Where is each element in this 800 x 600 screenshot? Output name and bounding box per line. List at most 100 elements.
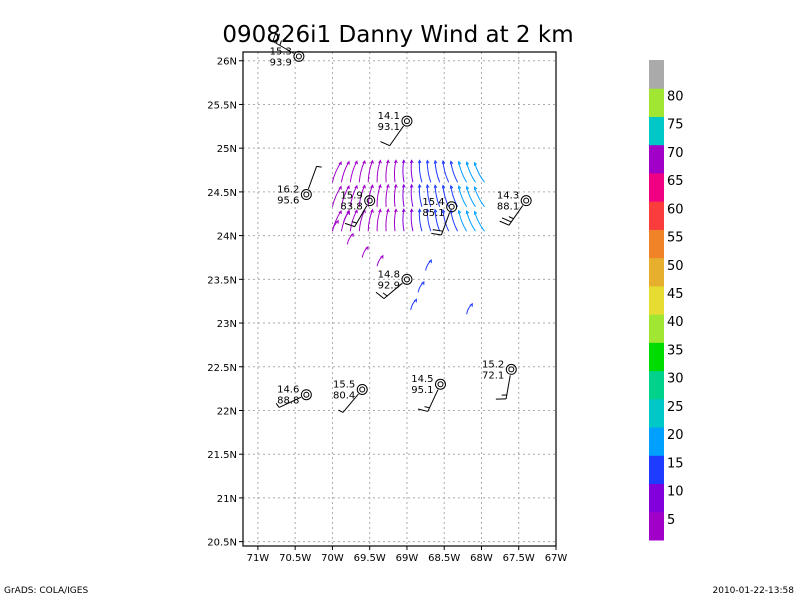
wind-barb-half: [508, 216, 514, 220]
wind-vector: [393, 160, 397, 183]
wind-barb-staff: [354, 205, 368, 227]
wind-vector: [426, 209, 432, 232]
wind-barb-flag: [375, 291, 385, 300]
wind-vector: [425, 259, 432, 271]
colorbar-label: 45: [667, 287, 684, 302]
wind-vector-head: [386, 159, 390, 164]
colorbar-segment: [649, 172, 664, 202]
colorbar-label: 15: [667, 456, 684, 471]
wind-vector-head: [425, 159, 430, 164]
wind-barb-half: [424, 406, 430, 409]
wind-barb-half: [279, 40, 282, 46]
wind-barb-staff: [342, 393, 359, 413]
wind-barb-flag: [431, 232, 442, 236]
y-tick-label: 24N: [217, 232, 237, 243]
station-marker-inner: [437, 381, 444, 388]
station-label-bottom: 88.8: [277, 396, 299, 407]
station: 14.688.8: [275, 385, 312, 408]
station: 14.892.9: [375, 269, 413, 300]
wind-vector-head: [346, 160, 350, 165]
wind-vector-head: [417, 159, 422, 164]
wind-vector-head: [354, 184, 358, 189]
colorbar-segment: [649, 370, 664, 400]
wind-vector-head: [394, 208, 398, 213]
wind-vector-head: [394, 159, 398, 164]
colorbar-label: 70: [667, 146, 684, 161]
wind-vector-head: [433, 159, 438, 164]
x-tick-label: 70W: [321, 553, 344, 564]
wind-vector-head: [465, 210, 470, 215]
colorbar-label: 65: [667, 174, 684, 189]
wind-vector: [358, 209, 366, 232]
wind-vector-head: [433, 208, 438, 213]
y-tick-label: 21.5N: [207, 450, 237, 461]
wind-vector: [393, 184, 397, 207]
plot-frame: [242, 51, 557, 547]
wind-barb-flag: [272, 31, 277, 42]
wind-barb-half: [351, 221, 357, 224]
wind-vector: [442, 209, 450, 232]
wind-vector-head: [457, 185, 462, 190]
station-label-top: 15.2: [482, 359, 504, 370]
wind-barb-staff: [278, 396, 302, 408]
wind-vector: [474, 211, 485, 232]
colorbar-segment: [649, 342, 664, 372]
wind-vectors: [331, 159, 485, 315]
wind-vector-head: [465, 185, 470, 190]
wind-vector-head: [413, 298, 417, 303]
wind-vector: [331, 186, 342, 207]
x-tick-label: 68.5W: [428, 553, 460, 564]
y-tick-label: 24.5N: [207, 188, 237, 199]
wind-vector: [410, 184, 414, 207]
wind-vector-head: [433, 184, 438, 189]
wind-vector: [385, 160, 389, 183]
station-label-top: 15.9: [340, 191, 362, 202]
station-label-top: 16.2: [277, 185, 299, 196]
wind-vector-head: [354, 209, 358, 214]
wind-vector: [418, 209, 423, 232]
wind-vector-head: [409, 159, 414, 164]
colorbar-segment: [649, 511, 664, 541]
wind-vector-head: [469, 302, 473, 307]
wind-vector: [466, 186, 476, 208]
wind-vector: [466, 210, 476, 232]
wind-vector: [361, 246, 369, 258]
wind-vector-head: [425, 183, 430, 189]
station-marker: [401, 115, 413, 127]
station-marker-inner: [403, 118, 410, 125]
wind-vector-head: [378, 183, 382, 188]
station: 15.580.4: [333, 379, 368, 413]
wind-vector-head: [441, 184, 446, 189]
colorbar-segment: [649, 144, 664, 174]
station: 14.388.1: [497, 191, 532, 226]
station-marker-inner: [303, 391, 310, 398]
wind-barb-flag: [380, 141, 390, 147]
wind-vector-head: [394, 183, 398, 188]
station-label-top: 14.3: [497, 191, 519, 202]
wind-vector-head: [354, 160, 358, 165]
wind-vector: [434, 185, 441, 207]
wind-vector-head: [370, 184, 374, 189]
station-label-top: 15.5: [333, 379, 355, 390]
colorbar-label: 35: [667, 343, 684, 358]
station: 15.983.8: [340, 191, 376, 228]
x-tick-label: 69W: [396, 553, 419, 564]
wind-vector-head: [338, 185, 342, 190]
wind-barb-half: [338, 409, 344, 413]
colorbar-label: 80: [667, 89, 684, 104]
colorbar-segment: [649, 257, 664, 287]
wind-vector-head: [378, 208, 382, 213]
x-tick-label: 71W: [247, 553, 270, 564]
wind-vector: [418, 184, 423, 207]
station: 16.295.6: [277, 165, 322, 207]
wind-vector: [367, 209, 374, 232]
y-tick-label: 21N: [217, 494, 237, 505]
y-tick-label: 26N: [217, 57, 237, 68]
station-marker-inner: [303, 191, 310, 198]
station-label-top: 15.4: [422, 197, 444, 208]
wind-vector: [402, 209, 405, 232]
wind-barb-staff: [389, 125, 404, 146]
wind-vector-head: [386, 208, 390, 213]
wind-vector: [458, 186, 468, 208]
